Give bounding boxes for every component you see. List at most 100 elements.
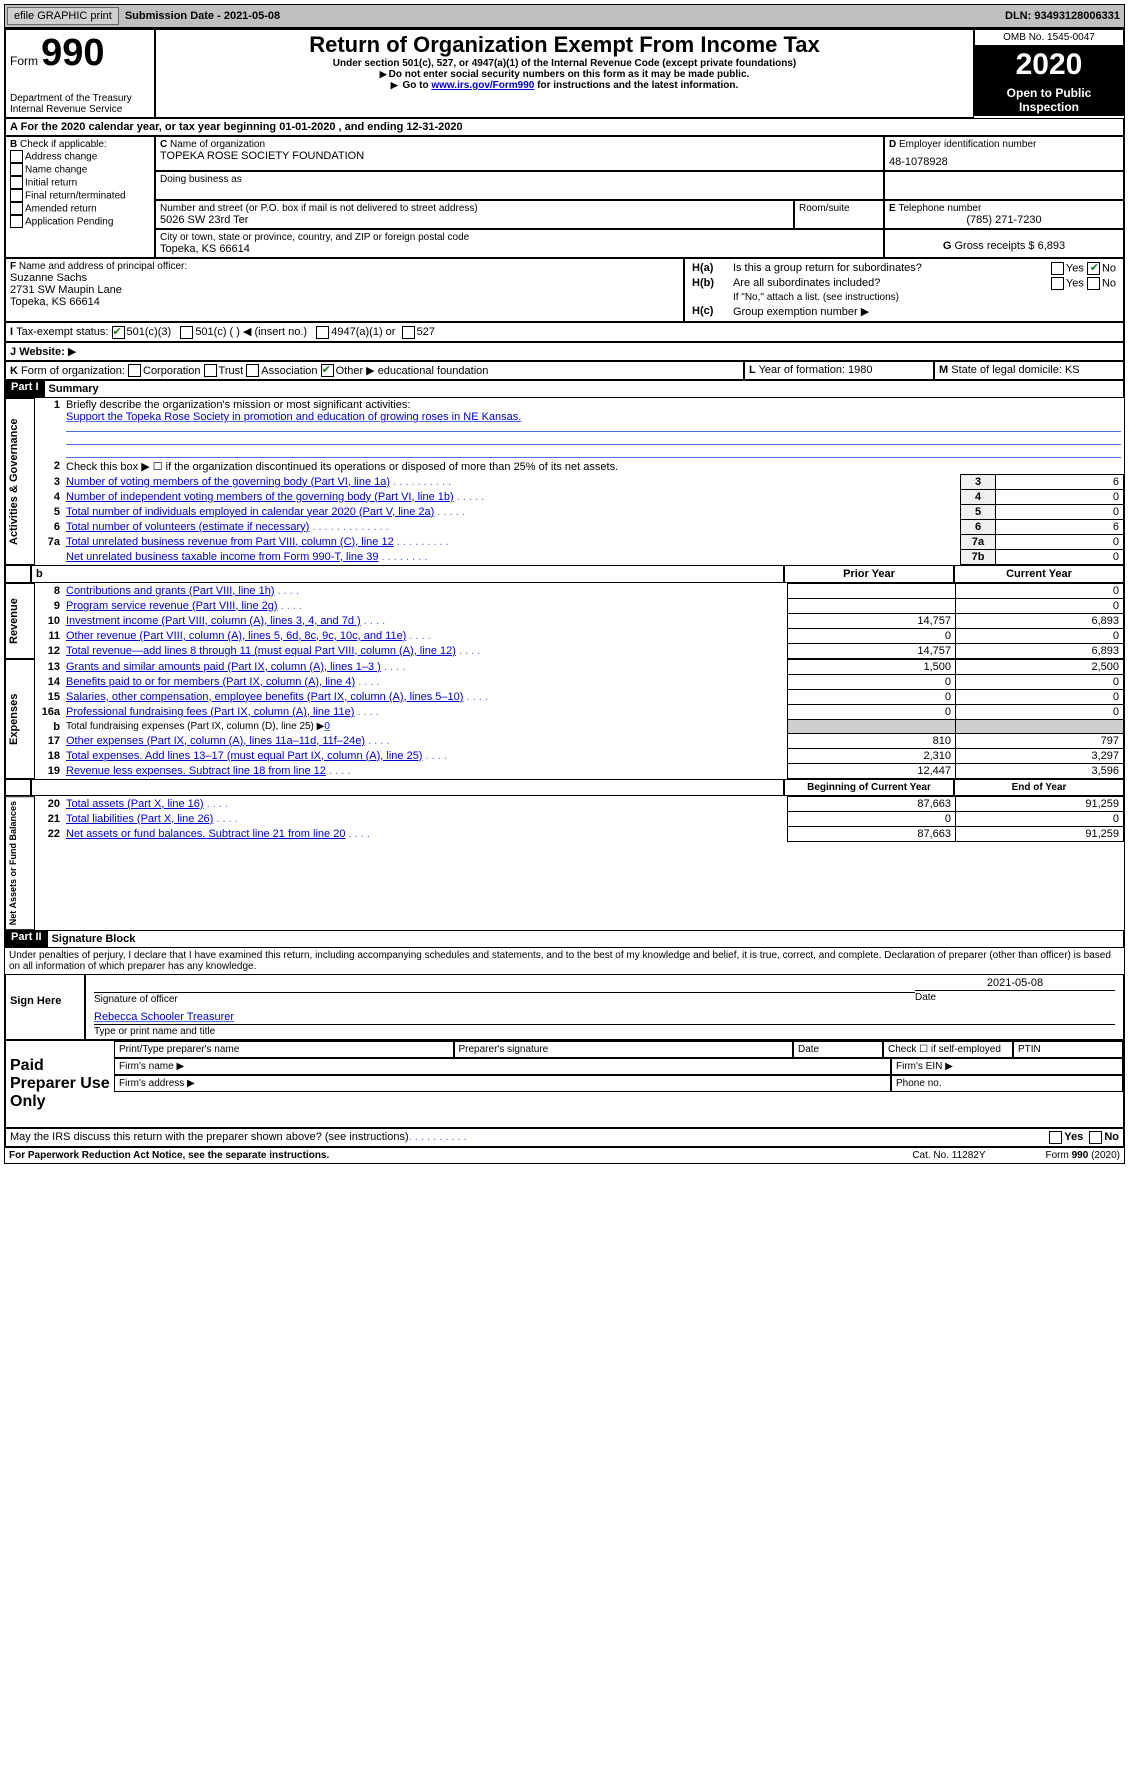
- cb-assoc[interactable]: [246, 364, 259, 377]
- prior-19: 12,447: [788, 764, 956, 779]
- line15[interactable]: Salaries, other compensation, employee b…: [66, 691, 463, 703]
- footer-cat: Cat. No. 11282Y: [912, 1150, 985, 1161]
- section-netassets: Net Assets or Fund Balances: [5, 796, 35, 930]
- l-year: Year of formation: 1980: [759, 364, 873, 376]
- cb-final-return[interactable]: [10, 189, 23, 202]
- lbl-amended: Amended return: [25, 203, 97, 214]
- curr-10: 6,893: [956, 614, 1124, 629]
- lbl-yes2: Yes: [1066, 277, 1084, 289]
- line3[interactable]: Number of voting members of the governin…: [66, 476, 390, 488]
- discuss-question: May the IRS discuss this return with the…: [10, 1131, 409, 1144]
- gross-receipts: Gross receipts $ 6,893: [954, 240, 1065, 252]
- line6[interactable]: Total number of volunteers (estimate if …: [66, 521, 309, 533]
- line5[interactable]: Total number of individuals employed in …: [66, 506, 434, 518]
- line9[interactable]: Program service revenue (Part VIII, line…: [66, 600, 278, 612]
- line4[interactable]: Number of independent voting members of …: [66, 491, 454, 503]
- line16a[interactable]: Professional fundraising fees (Part IX, …: [66, 706, 354, 718]
- part1-label: Part I: [5, 380, 45, 398]
- cb-hb-no[interactable]: [1087, 277, 1100, 290]
- cb-amended[interactable]: [10, 202, 23, 215]
- lbl-yes: Yes: [1066, 262, 1084, 274]
- line18[interactable]: Total expenses. Add lines 13–17 (must eq…: [66, 750, 422, 762]
- addr-label: Number and street (or P.O. box if mail i…: [160, 203, 789, 214]
- cb-501c[interactable]: [180, 326, 193, 339]
- perjury-text: Under penalties of perjury, I declare th…: [5, 948, 1124, 974]
- curr-9: 0: [956, 599, 1124, 614]
- cb-name-change[interactable]: [10, 163, 23, 176]
- opt-501c: 501(c) ( ) ◀ (insert no.): [195, 326, 307, 338]
- c-name-label: Name of organization: [170, 139, 265, 150]
- firm-ein: Firm's EIN ▶: [891, 1058, 1123, 1075]
- section-revenue: Revenue: [5, 583, 35, 659]
- goto-prefix: Go to: [402, 80, 431, 91]
- dba-label: Doing business as: [160, 174, 879, 185]
- prior-11: 0: [788, 629, 956, 644]
- opt-trust: Trust: [219, 365, 244, 377]
- form-container: Form 990 Department of the Treasury Inte…: [4, 28, 1125, 1164]
- curr-11: 0: [956, 629, 1124, 644]
- cb-corp[interactable]: [128, 364, 141, 377]
- room-label: Room/suite: [794, 200, 884, 229]
- cb-ha-no[interactable]: [1087, 262, 1100, 275]
- cb-app-pending[interactable]: [10, 215, 23, 228]
- opt-assoc: Association: [261, 365, 317, 377]
- irs-link[interactable]: www.irs.gov/Form990: [431, 80, 534, 91]
- section-expenses: Expenses: [5, 659, 35, 779]
- line8[interactable]: Contributions and grants (Part VIII, lin…: [66, 585, 275, 597]
- line7b[interactable]: Net unrelated business taxable income fr…: [66, 551, 378, 563]
- pp-self-emp: Check ☐ if self-employed: [883, 1041, 1013, 1058]
- subtitle-ssn: Do not enter social security numbers on …: [160, 69, 969, 80]
- curr-8: 0: [956, 584, 1124, 599]
- line12[interactable]: Total revenue—add lines 8 through 11 (mu…: [66, 645, 456, 657]
- line13[interactable]: Grants and similar amounts paid (Part IX…: [66, 661, 381, 673]
- col-prior: Prior Year: [784, 565, 954, 583]
- cb-ha-yes[interactable]: [1051, 262, 1064, 275]
- val-7b: 0: [996, 550, 1124, 565]
- officer-addr2: Topeka, KS 66614: [10, 296, 679, 308]
- cb-527[interactable]: [402, 326, 415, 339]
- line2: Check this box ▶ ☐ if the organization d…: [63, 459, 1124, 475]
- val-6: 6: [996, 520, 1124, 535]
- prior-22: 87,663: [788, 827, 956, 842]
- cb-discuss-yes[interactable]: [1049, 1131, 1062, 1144]
- opt-501c3: 501(c)(3): [127, 326, 172, 338]
- addr-value: 5026 SW 23rd Ter: [160, 214, 789, 226]
- paid-preparer-label: Paid Preparer Use Only: [6, 1041, 114, 1127]
- line22[interactable]: Net assets or fund balances. Subtract li…: [66, 828, 345, 840]
- line16b: Total fundraising expenses (Part IX, col…: [66, 721, 324, 732]
- d-ein-label: Employer identification number: [899, 139, 1036, 150]
- line14[interactable]: Benefits paid to or for members (Part IX…: [66, 676, 355, 688]
- curr-12: 6,893: [956, 644, 1124, 659]
- lbl-address-change: Address change: [25, 151, 97, 162]
- cb-501c3[interactable]: [112, 326, 125, 339]
- officer-printed: Rebecca Schooler Treasurer: [94, 1011, 234, 1023]
- line11[interactable]: Other revenue (Part VIII, column (A), li…: [66, 630, 406, 642]
- cb-address-change[interactable]: [10, 150, 23, 163]
- line10[interactable]: Investment income (Part VIII, column (A)…: [66, 615, 361, 627]
- line17[interactable]: Other expenses (Part IX, column (A), lin…: [66, 735, 365, 747]
- subtitle-link-line: Go to www.irs.gov/Form990 for instructio…: [160, 80, 969, 91]
- sig-officer-label: Signature of officer: [94, 994, 915, 1005]
- line21[interactable]: Total liabilities (Part X, line 26): [66, 813, 213, 825]
- cb-trust[interactable]: [204, 364, 217, 377]
- subtitle-section: Under section 501(c), 527, or 4947(a)(1)…: [160, 58, 969, 69]
- officer-name: Suzanne Sachs: [10, 272, 679, 284]
- cb-hb-yes[interactable]: [1051, 277, 1064, 290]
- prior-17: 810: [788, 734, 956, 749]
- cb-discuss-no[interactable]: [1089, 1131, 1102, 1144]
- line19[interactable]: Revenue less expenses. Subtract line 18 …: [66, 765, 326, 777]
- line7a[interactable]: Total unrelated business revenue from Pa…: [66, 536, 394, 548]
- prior-14: 0: [788, 675, 956, 690]
- pp-date-label: Date: [793, 1041, 883, 1058]
- prior-13: 1,500: [788, 660, 956, 675]
- f-label: Name and address of principal officer:: [19, 261, 187, 272]
- line20[interactable]: Total assets (Part X, line 16): [66, 798, 204, 810]
- e-tel-label: Telephone number: [898, 203, 981, 214]
- sig-date-label: Date: [915, 992, 1115, 1003]
- efile-print-button[interactable]: efile GRAPHIC print: [7, 7, 119, 25]
- b-check-label: Check if applicable:: [20, 139, 107, 150]
- cb-4947[interactable]: [316, 326, 329, 339]
- cb-other[interactable]: [321, 364, 334, 377]
- cb-initial-return[interactable]: [10, 176, 23, 189]
- section-governance: Activities & Governance: [5, 398, 35, 565]
